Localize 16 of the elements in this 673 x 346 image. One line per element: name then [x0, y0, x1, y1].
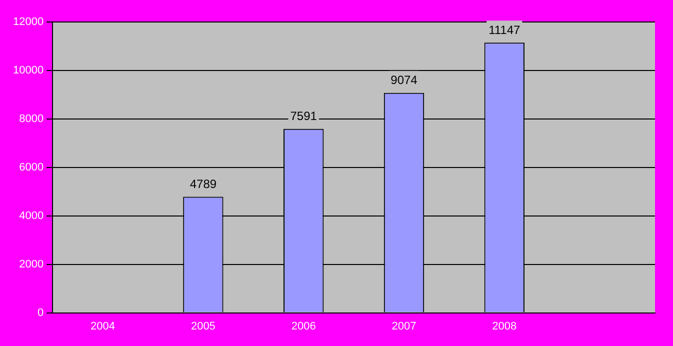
y-tick-label: 0 — [37, 306, 44, 319]
x-tick-label: 2005 — [190, 320, 216, 332]
y-tick-label: 10000 — [12, 64, 44, 76]
data-label: 7591 — [290, 109, 318, 124]
x-tick-label: 2006 — [291, 320, 316, 332]
x-tick-label: 2004 — [90, 320, 116, 332]
y-tick-label: 6000 — [19, 161, 44, 174]
y-tick-label: 4000 — [19, 210, 44, 222]
data-label: 11147 — [488, 22, 521, 37]
data-label: 4789 — [190, 177, 217, 192]
data-label: 9074 — [390, 73, 418, 88]
y-tick-label: 12000 — [12, 16, 44, 28]
x-tick-label: 2007 — [392, 320, 416, 332]
y-tick-label: 2000 — [19, 258, 44, 270]
x-tick-label: 2008 — [492, 320, 517, 332]
y-tick-label: 8000 — [19, 112, 44, 125]
